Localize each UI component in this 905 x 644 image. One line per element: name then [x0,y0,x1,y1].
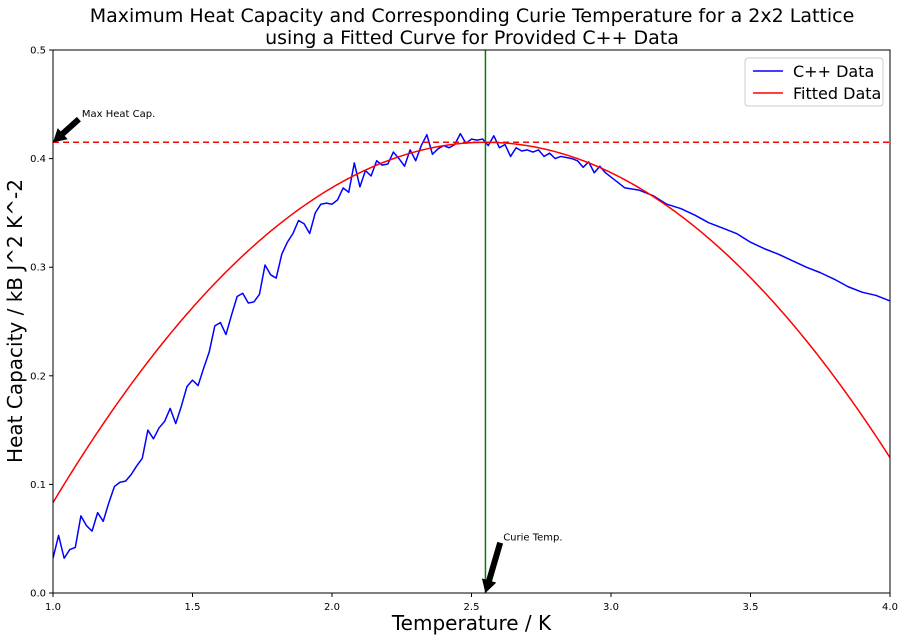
chart-title-line2: using a Fitted Curve for Provided C++ Da… [265,27,679,49]
series-line-fitted-data [53,141,890,504]
curie-temp-annotation-label: Curie Temp. [503,533,562,544]
annotations: Max Heat Cap. Curie Temp. [53,109,563,593]
y-tick-label: 0.4 [30,154,46,165]
y-tick-label: 0.1 [30,480,46,491]
series-group [53,50,890,593]
max-heat-annotation-label: Max Heat Cap. [82,109,155,120]
legend-entry-label: C++ Data [793,62,874,81]
x-tick-label: 4.0 [882,602,898,613]
x-tick-label: 1.5 [185,602,201,613]
x-axis-label: Temperature / K [391,611,552,635]
y-tick-label: 0.3 [30,263,46,274]
axis-ticks: 1.0 1.5 2.0 2.5 3.0 3.5 4.0 0.0 0.1 0.2 0.3 0.4 0.5 [30,46,898,614]
y-axis-label: Heat Capacity / kB J^2 K^-2 [3,179,27,463]
x-tick-label: 2.5 [464,602,480,613]
x-tick-label: 3.0 [603,602,619,613]
curie-temp-arrow [481,541,504,593]
y-tick-label: 0.5 [30,46,46,57]
y-tick-label: 0.2 [30,371,46,382]
legend-box [744,57,884,107]
y-tick-label: 0.0 [30,589,46,600]
series-line-cpp-data [53,132,890,559]
x-tick-label: 1.0 [45,602,61,613]
chart-title-line1: Maximum Heat Capacity and Corresponding … [90,5,855,27]
max-heat-arrow [53,116,81,143]
x-tick-label: 2.0 [324,602,340,613]
plot-area [53,50,890,593]
x-tick-label: 3.5 [743,602,759,613]
legend-entry-label: Fitted Data [793,84,881,103]
legend: C++ Data Fitted Data [744,57,884,107]
